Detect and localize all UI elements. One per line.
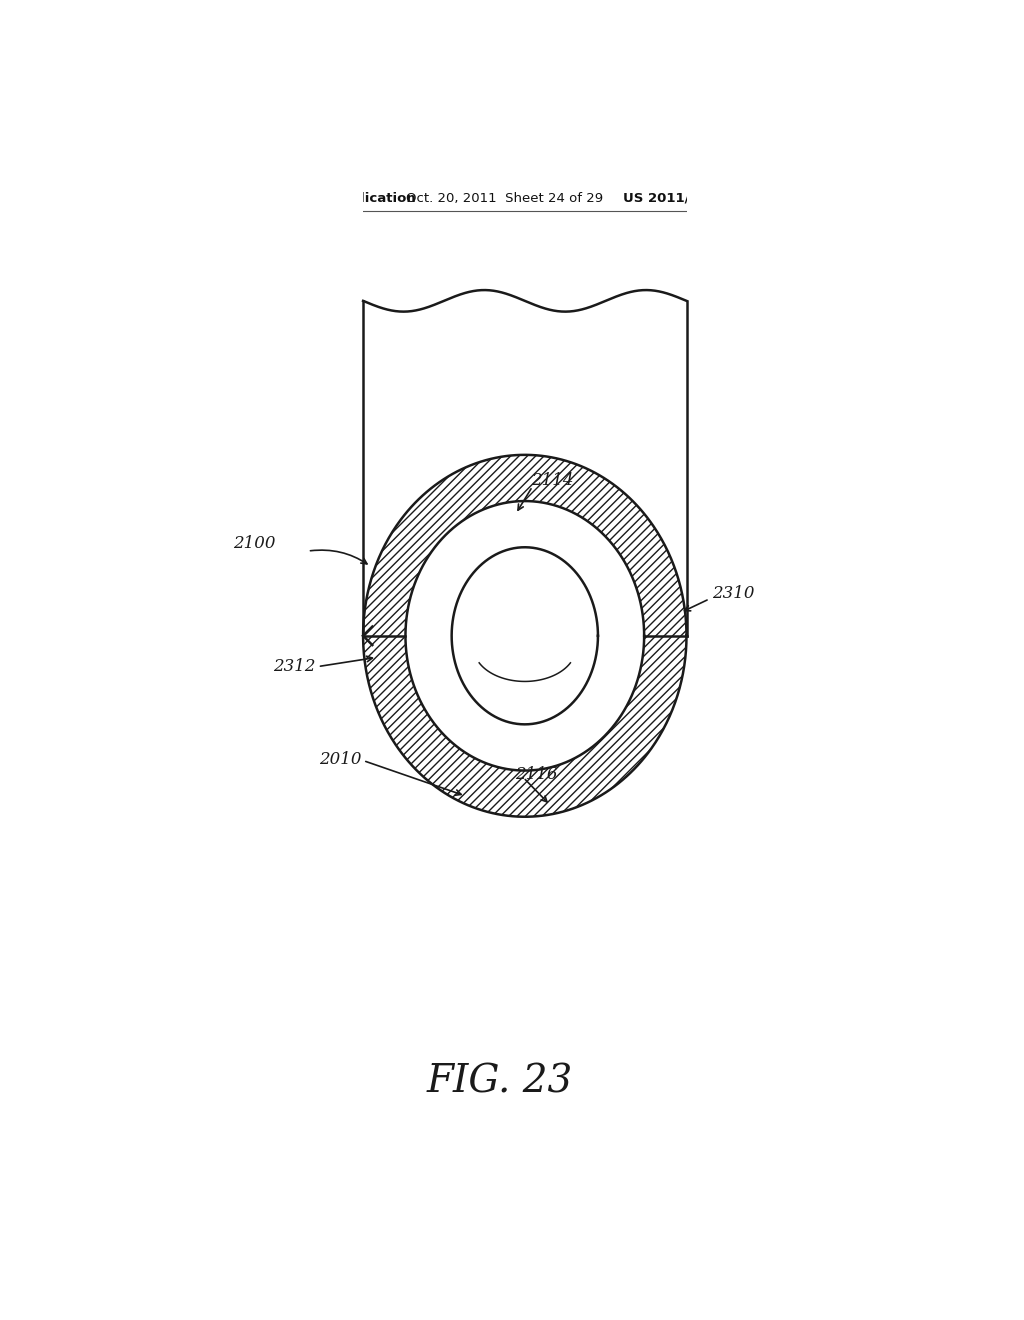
- Text: 2100: 2100: [232, 535, 275, 552]
- Text: Patent Application Publication: Patent Application Publication: [188, 191, 416, 205]
- Ellipse shape: [364, 455, 686, 817]
- Text: Oct. 20, 2011  Sheet 24 of 29: Oct. 20, 2011 Sheet 24 of 29: [407, 191, 603, 205]
- Text: —: —: [280, 539, 293, 553]
- Text: 2010: 2010: [319, 751, 361, 767]
- Text: US 2011/0257740 A1: US 2011/0257740 A1: [624, 191, 778, 205]
- Ellipse shape: [364, 455, 686, 817]
- Text: 2312: 2312: [272, 659, 315, 675]
- Ellipse shape: [406, 502, 644, 771]
- Text: FIG. 23: FIG. 23: [427, 1064, 573, 1101]
- Text: 2310: 2310: [712, 585, 755, 602]
- Bar: [131, 158, 364, 636]
- Text: 2114: 2114: [531, 471, 573, 488]
- Text: 2116: 2116: [515, 766, 558, 783]
- Bar: [686, 158, 920, 636]
